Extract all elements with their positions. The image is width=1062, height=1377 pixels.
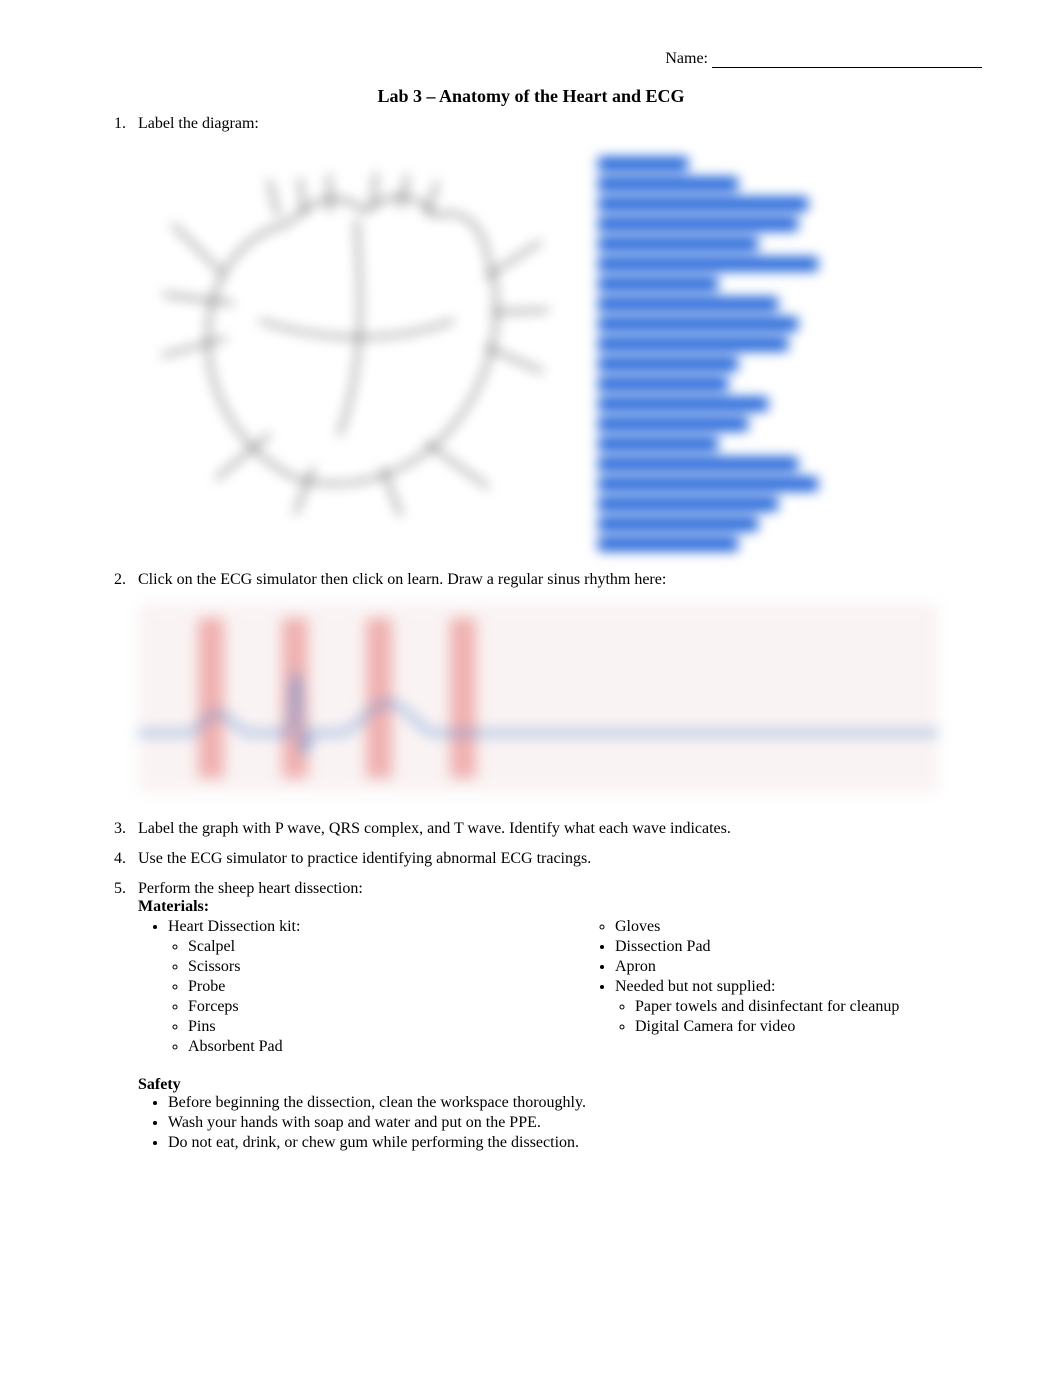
needed-item: Digital Camera for video xyxy=(635,1018,992,1036)
main-question-list: Label the diagram: Click on the ECG simu… xyxy=(70,115,992,1152)
needed-label: Needed but not supplied: xyxy=(615,978,992,996)
safety-item: Do not eat, drink, or chew gum while per… xyxy=(168,1134,992,1152)
kit-item: Scissors xyxy=(188,958,545,976)
heart-label-list xyxy=(598,147,878,551)
heart-label-blurred xyxy=(598,517,758,531)
name-label: Name: xyxy=(665,50,708,67)
needed-items-list: Paper towels and disinfectant for cleanu… xyxy=(585,998,992,1036)
safety-list: Before beginning the dissection, clean t… xyxy=(138,1094,992,1152)
kit-item: Forceps xyxy=(188,998,545,1016)
safety-header: Safety xyxy=(138,1076,992,1094)
materials-columns: Heart Dissection kit: Scalpel Scissors Pro… xyxy=(138,918,992,1058)
materials-left: Heart Dissection kit: Scalpel Scissors Pro… xyxy=(138,918,545,1058)
page-title: Lab 3 – Anatomy of the Heart and ECG xyxy=(70,86,992,107)
materials-right: Gloves Dissection Pad Apron Needed but n… xyxy=(585,918,992,1058)
safety-item: Wash your hands with soap and water and … xyxy=(168,1114,992,1132)
heart-label-blurred xyxy=(598,537,738,551)
heart-label-blurred xyxy=(598,337,788,351)
heart-label-blurred xyxy=(598,357,738,371)
needed-item: Paper towels and disinfectant for cleanu… xyxy=(635,998,992,1016)
heart-diagram-row xyxy=(138,147,992,551)
heart-label-blurred xyxy=(598,257,818,271)
heart-diagram xyxy=(138,147,558,547)
heart-label-blurred xyxy=(598,297,778,311)
heart-label-blurred xyxy=(598,417,748,431)
q2-text: Click on the ECG simulator then click on… xyxy=(138,571,666,588)
q3: Label the graph with P wave, QRS complex… xyxy=(130,820,992,838)
q1-text: Label the diagram: xyxy=(138,115,259,132)
heart-label-blurred xyxy=(598,437,718,451)
kit-item: Absorbent Pad xyxy=(188,1038,545,1056)
kit-item: Pins xyxy=(188,1018,545,1036)
dissection-pad: Dissection Pad xyxy=(615,938,992,956)
kit-label: Heart Dissection kit: xyxy=(168,918,545,936)
apron: Apron xyxy=(615,958,992,976)
heart-label-blurred xyxy=(598,397,768,411)
heart-label-blurred xyxy=(598,317,798,331)
kit-items-list: Scalpel Scissors Probe Forceps Pins Absorbent… xyxy=(138,938,545,1056)
q4: Use the ECG simulator to practice identi… xyxy=(130,850,992,868)
heart-label-blurred xyxy=(598,237,758,251)
q5-text: Perform the sheep heart dissection: xyxy=(138,880,363,897)
heart-label-blurred xyxy=(598,277,718,291)
ecg-chart xyxy=(138,603,992,798)
name-underline[interactable] xyxy=(712,67,982,68)
q4-text: Use the ECG simulator to practice identi… xyxy=(138,850,591,867)
heart-label-blurred xyxy=(598,197,808,211)
gloves: Gloves xyxy=(615,918,992,936)
materials-header: Materials: xyxy=(138,898,992,916)
q5: Perform the sheep heart dissection: Mate… xyxy=(130,880,992,1152)
heart-label-blurred xyxy=(598,377,728,391)
q3-text: Label the graph with P wave, QRS complex… xyxy=(138,820,731,837)
heart-label-blurred xyxy=(598,157,688,171)
q1: Label the diagram: xyxy=(130,115,992,551)
heart-label-blurred xyxy=(598,457,798,471)
kit-item: Probe xyxy=(188,978,545,996)
safety-item: Before beginning the dissection, clean t… xyxy=(168,1094,992,1112)
heart-label-blurred xyxy=(598,497,778,511)
heart-label-blurred xyxy=(598,477,818,491)
heart-label-blurred xyxy=(598,177,738,191)
name-field-line: Name: xyxy=(70,50,992,68)
q2: Click on the ECG simulator then click on… xyxy=(130,571,992,798)
kit-item: Scalpel xyxy=(188,938,545,956)
heart-label-blurred xyxy=(598,217,798,231)
